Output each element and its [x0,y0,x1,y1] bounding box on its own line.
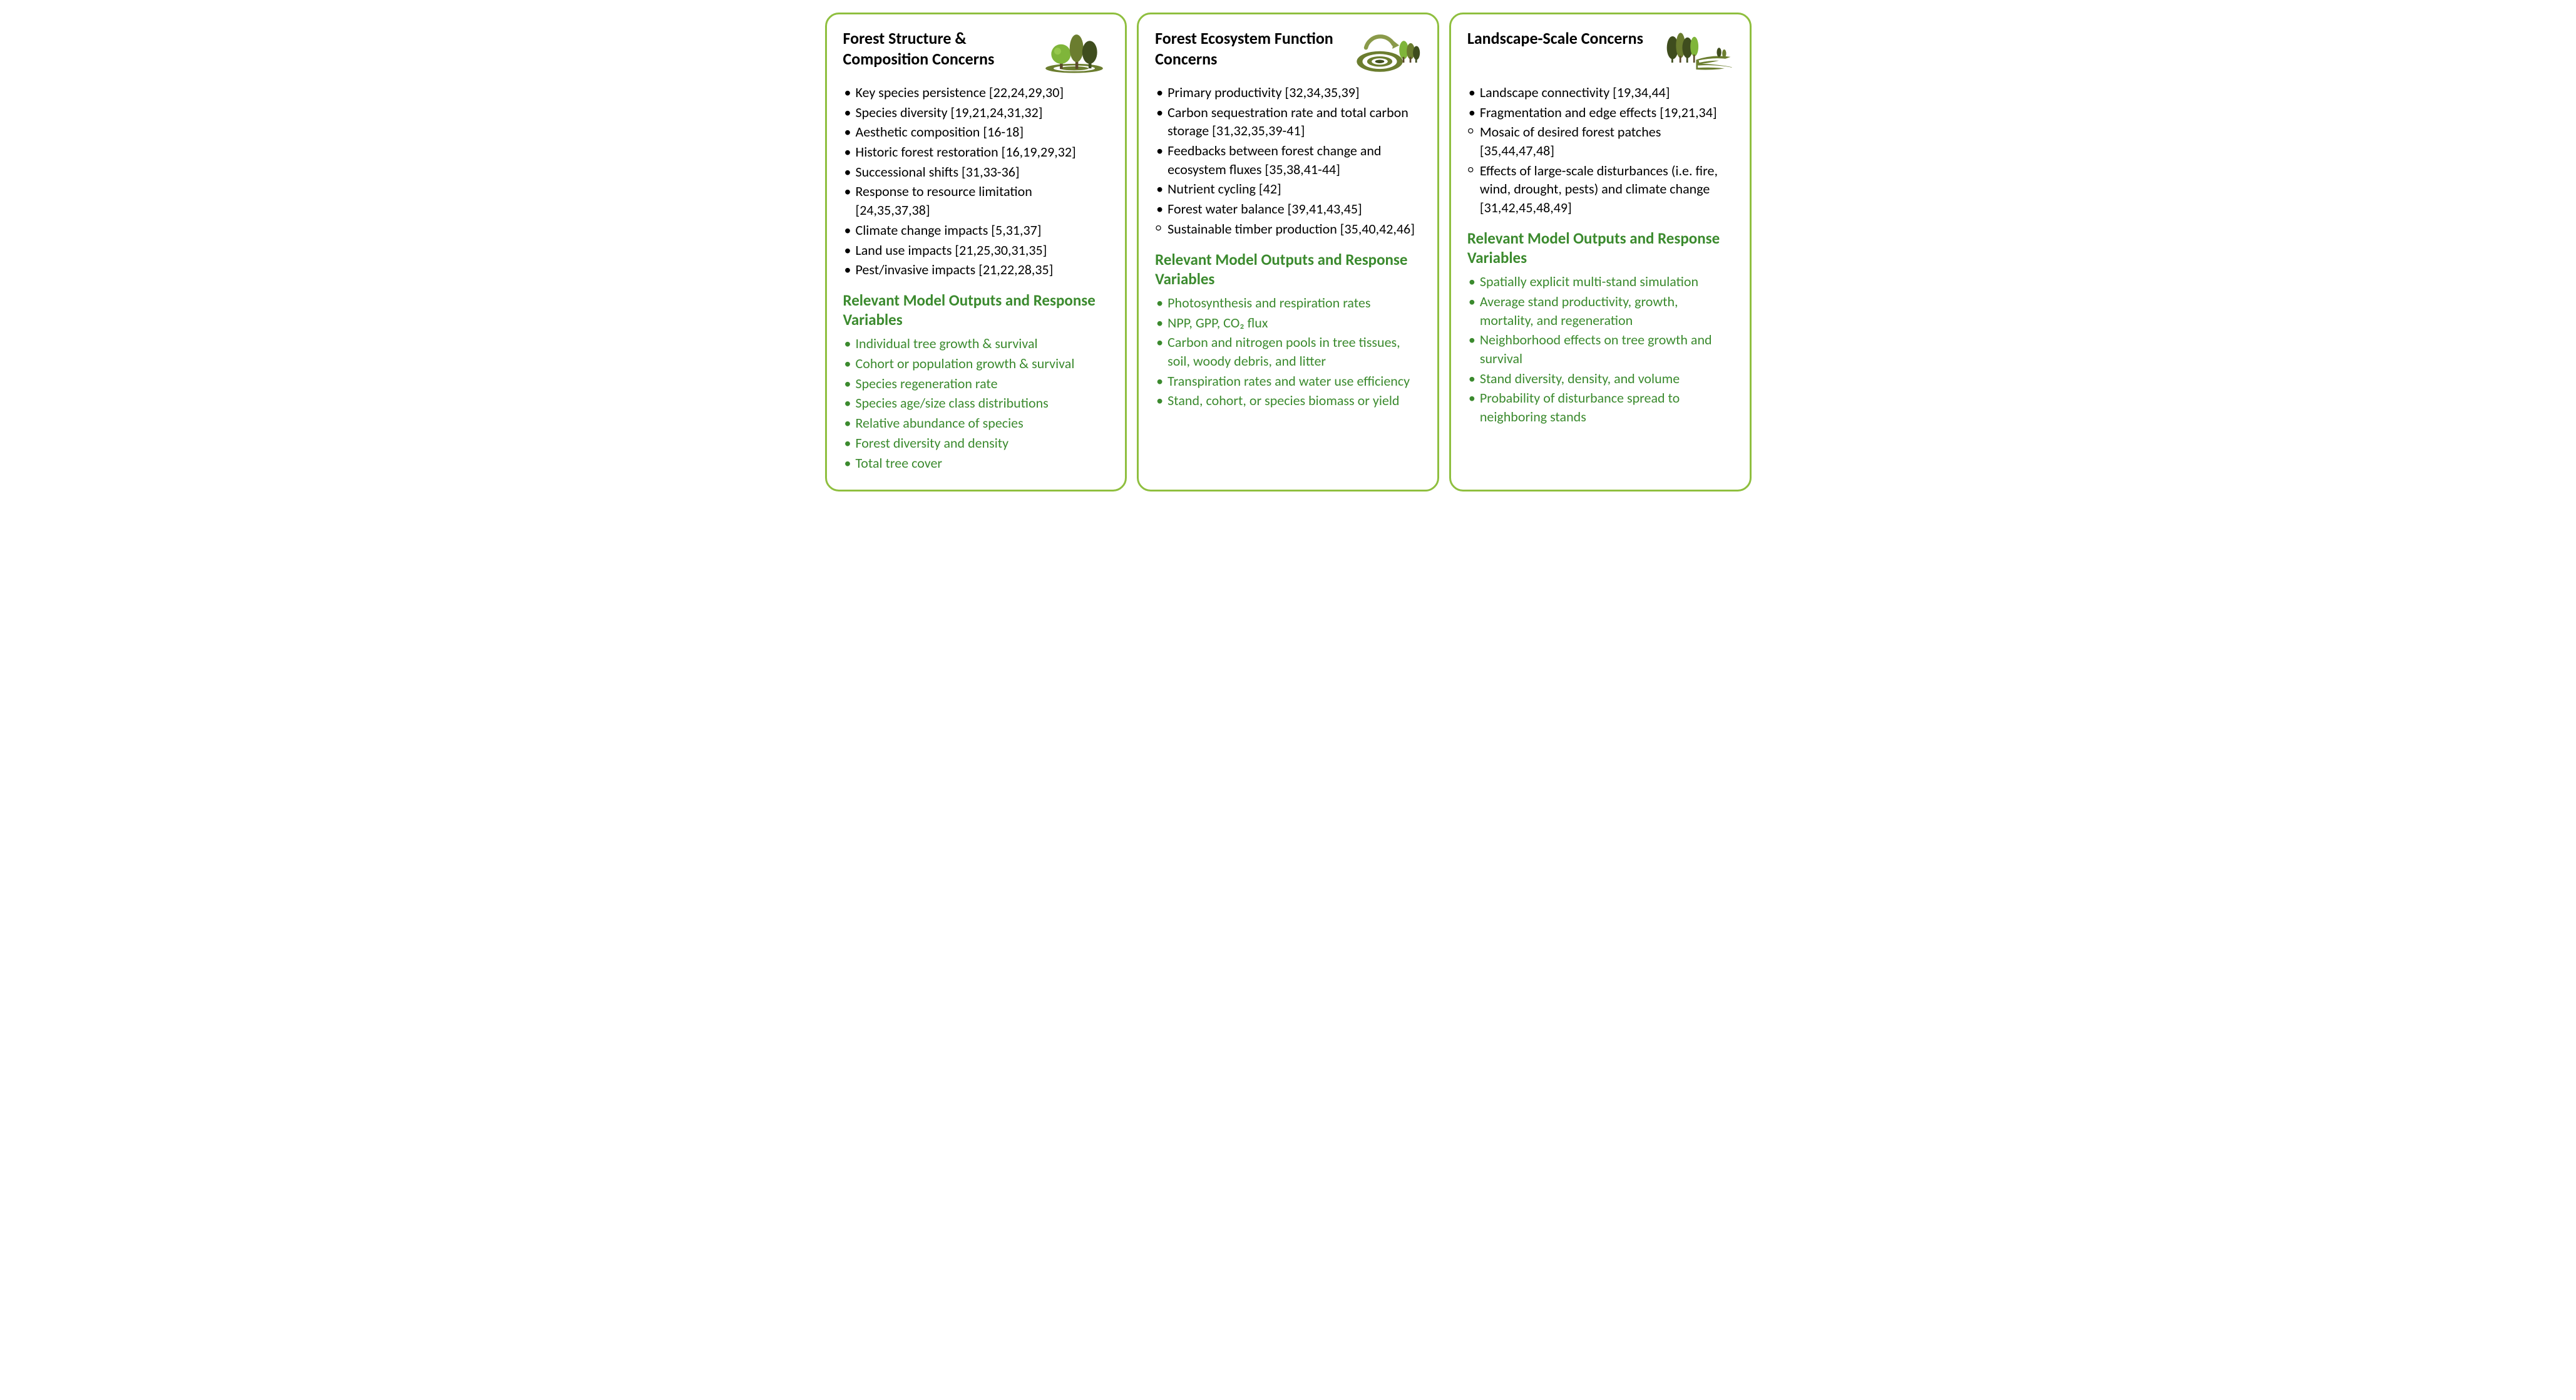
outputs-list: Spatially explicit multi-stand simulatio… [1467,272,1733,426]
concern-item: Carbon sequestration rate and total carb… [1155,103,1421,140]
concern-item: Landscape connectivity [19,34,44] [1467,83,1733,102]
output-item: Photosynthesis and respiration rates [1155,294,1421,312]
concern-item: Response to resource limitation [24,35,3… [843,182,1109,219]
concern-item: Primary productivity [32,34,35,39] [1155,83,1421,102]
output-item: Total tree cover [843,454,1109,473]
concern-item: Species diversity [19,21,24,31,32] [843,103,1109,122]
trees-icon [1040,28,1109,77]
concern-item: Feedbacks between forest change and ecos… [1155,142,1421,178]
output-item: Cohort or population growth & survival [843,354,1109,373]
concern-item: Pest/invasive impacts [21,22,28,35] [843,260,1109,279]
panel-header: Forest Structure & Composition Concerns [843,28,1109,77]
output-item: Forest diversity and density [843,434,1109,453]
cycle-trees-icon [1352,28,1421,77]
concerns-list: Key species persistence [22,24,29,30] Sp… [843,83,1109,279]
concern-item: Land use impacts [21,25,30,31,35] [843,241,1109,260]
concerns-list: Landscape connectivity [19,34,44] Fragme… [1467,83,1733,217]
output-item: Probability of disturbance spread to nei… [1467,389,1733,426]
output-item: Species regeneration rate [843,374,1109,393]
concern-item: Forest water balance [39,41,43,45] [1155,200,1421,219]
output-item: Transpiration rates and water use effici… [1155,372,1421,391]
output-item: Species age/size class distributions [843,394,1109,413]
concern-item: Mosaic of desired forest patches [35,44,… [1467,123,1733,160]
output-item: NPP, GPP, CO₂ flux [1155,314,1421,332]
concern-item: Fragmentation and edge effects [19,21,34… [1467,103,1733,122]
outputs-subheading: Relevant Model Outputs and Response Vari… [1155,250,1421,289]
panel-landscape: Landscape-Scale Concerns L [1449,13,1752,492]
concern-item: Historic forest restoration [16,19,29,32… [843,143,1109,162]
output-item: Neighborhood effects on tree growth and … [1467,331,1733,368]
output-item: Spatially explicit multi-stand simulatio… [1467,272,1733,291]
output-item: Stand diversity, density, and volume [1467,369,1733,388]
panel-header: Landscape-Scale Concerns [1467,28,1733,77]
output-item: Stand, cohort, or species biomass or yie… [1155,391,1421,410]
concern-item: Successional shifts [31,33-36] [843,163,1109,182]
panel-ecosystem: Forest Ecosystem Function Concerns [1137,13,1439,492]
outputs-subheading: Relevant Model Outputs and Response Vari… [843,291,1109,330]
panel-structure: Forest Structure & Composition Concerns … [825,13,1127,492]
concern-item: Climate change impacts [5,31,37] [843,221,1109,240]
concerns-list: Primary productivity [32,34,35,39] Carbo… [1155,83,1421,239]
concern-item: Sustainable timber production [35,40,42,… [1155,220,1421,239]
outputs-list: Photosynthesis and respiration rates NPP… [1155,294,1421,410]
output-item: Average stand productivity, growth, mort… [1467,292,1733,329]
concern-item: Nutrient cycling [42] [1155,180,1421,198]
output-item: Carbon and nitrogen pools in tree tissue… [1155,333,1421,370]
concern-item: Effects of large-scale disturbances (i.e… [1467,162,1733,217]
output-item: Relative abundance of species [843,414,1109,433]
concern-item: Key species persistence [22,24,29,30] [843,83,1109,102]
concern-item: Aesthetic composition [16-18] [843,123,1109,142]
panel-title: Landscape-Scale Concerns [1467,28,1665,49]
output-item: Individual tree growth & survival [843,334,1109,353]
panels-container: Forest Structure & Composition Concerns … [825,13,1752,492]
outputs-list: Individual tree growth & survival Cohort… [843,334,1109,472]
panel-title: Forest Ecosystem Function Concerns [1155,28,1352,69]
landscape-trees-icon [1665,28,1733,77]
outputs-subheading: Relevant Model Outputs and Response Vari… [1467,229,1733,268]
panel-header: Forest Ecosystem Function Concerns [1155,28,1421,77]
panel-title: Forest Structure & Composition Concerns [843,28,1040,69]
